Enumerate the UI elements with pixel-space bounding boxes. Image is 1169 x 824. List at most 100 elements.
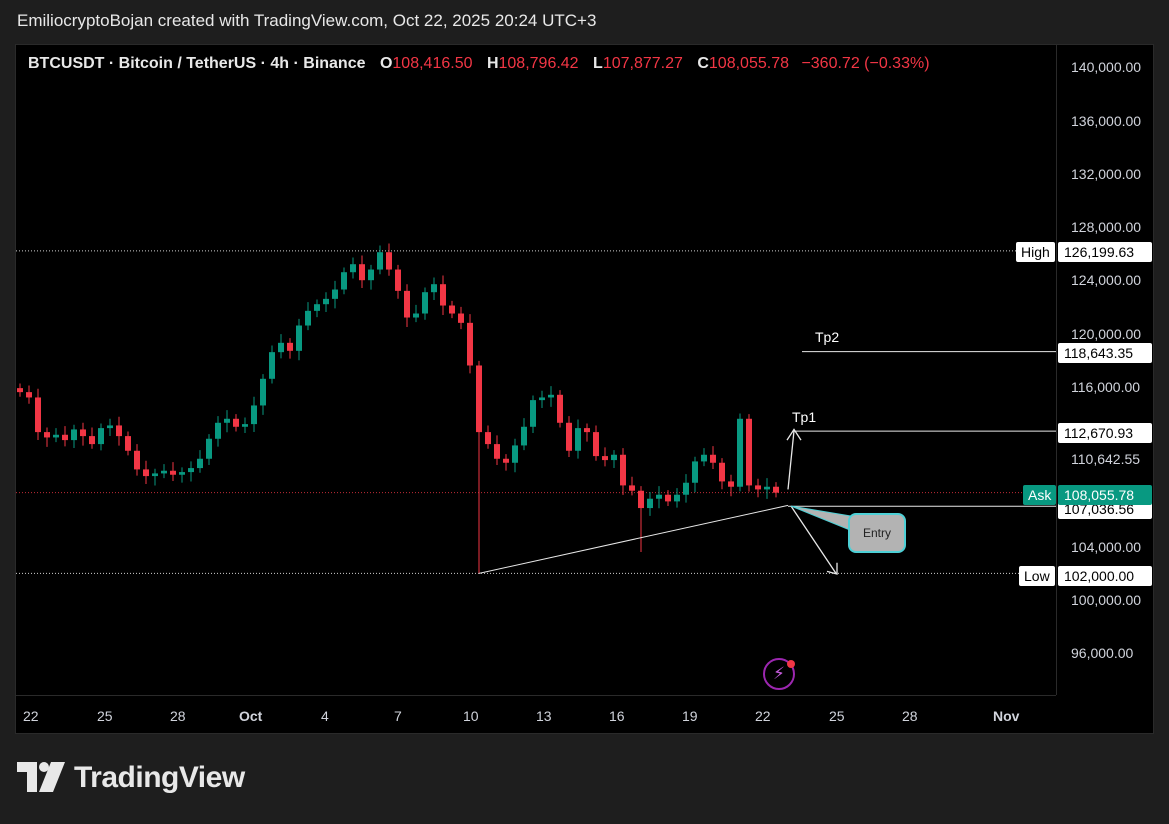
time-tick: 13: [536, 708, 552, 724]
candle-body: [458, 313, 464, 323]
candle-body: [161, 470, 167, 474]
candle-body: [341, 272, 347, 290]
candle-body: [278, 342, 284, 353]
candle-body: [656, 494, 662, 499]
candle-body: [692, 461, 698, 483]
time-tick: 25: [829, 708, 845, 724]
candle-body: [287, 342, 293, 351]
price-axis[interactable]: 140,000.00 136,000.00 132,000.00 128,000…: [1056, 45, 1153, 695]
time-tick: 22: [755, 708, 771, 724]
candle-body: [17, 388, 23, 393]
candle-body: [206, 438, 212, 459]
candle-body: [710, 454, 716, 463]
candle-body: [350, 264, 356, 273]
symbol-title: BTCUSDT · Bitcoin / TetherUS · 4h · Bina…: [28, 55, 366, 72]
candle-body: [404, 290, 410, 318]
time-tick: 4: [321, 708, 329, 724]
down-arrow-line: [790, 505, 837, 574]
candle-body: [494, 444, 500, 459]
candle-body: [152, 473, 158, 477]
candle-body: [584, 428, 590, 433]
candle-body: [242, 424, 248, 427]
price-tick: 124,000.00: [1071, 272, 1142, 288]
low-key: L: [593, 55, 603, 72]
candle-body: [188, 468, 194, 473]
candle-body: [251, 405, 257, 425]
tp1-price-tag: 112,670.93: [1058, 423, 1152, 443]
candle-body: [557, 394, 563, 423]
candle-body: [215, 422, 221, 439]
entry-callout[interactable]: Entry: [848, 513, 906, 553]
low-value: 107,877.27: [602, 55, 683, 72]
price-tick: 136,000.00: [1071, 113, 1142, 129]
candle-body: [647, 498, 653, 509]
candle-body: [449, 305, 455, 314]
candle-body: [170, 470, 176, 475]
candle-body: [422, 292, 428, 314]
candle-body: [125, 436, 131, 451]
candle-body: [71, 429, 77, 441]
time-tick: 22: [23, 708, 39, 724]
notification-dot: [787, 660, 795, 668]
candle-body: [602, 456, 608, 461]
price-tick: 120,000.00: [1071, 326, 1142, 342]
symbol-legend: BTCUSDT · Bitcoin / TetherUS · 4h · Bina…: [28, 55, 930, 73]
high-tag-label: High: [1016, 242, 1055, 262]
candle-body: [44, 432, 50, 438]
price-tick: 110,642.55: [1071, 451, 1141, 467]
candle-body: [296, 325, 302, 351]
candle-body: [764, 486, 770, 490]
candle-body: [179, 472, 185, 475]
candle-body: [467, 322, 473, 366]
time-tick: 28: [170, 708, 186, 724]
candle-body: [269, 352, 275, 379]
ask-tag-label: Ask: [1023, 485, 1057, 505]
close-key: C: [697, 55, 709, 72]
candle-body: [53, 434, 59, 438]
tp2-label: Tp2: [815, 329, 840, 345]
candle-body: [233, 418, 239, 427]
candle-body: [503, 458, 509, 463]
chart-frame[interactable]: BTCUSDT · Bitcoin / TetherUS · 4h · Bina…: [15, 44, 1154, 734]
candle-body: [548, 394, 554, 398]
candle-body: [575, 428, 581, 451]
price-chart[interactable]: [16, 45, 1154, 734]
candle-body: [224, 418, 230, 423]
tradingview-logo-icon: [17, 762, 65, 792]
candle-body: [314, 304, 320, 311]
candle-body: [80, 429, 86, 437]
candle-body: [773, 486, 779, 493]
price-tick: 96,000.00: [1071, 645, 1134, 661]
ask-price-tag: 108,055.78: [1058, 485, 1152, 505]
candle-body: [746, 418, 752, 486]
candle-body: [143, 469, 149, 477]
time-tick: 19: [682, 708, 698, 724]
candle-body: [755, 485, 761, 490]
price-tick: 100,000.00: [1071, 592, 1142, 608]
price-tick: 128,000.00: [1071, 219, 1142, 235]
candle-body: [566, 422, 572, 451]
high-price-tag: 126,199.63: [1058, 242, 1152, 262]
candle-body: [413, 313, 419, 318]
candle-body: [530, 400, 536, 427]
high-value: 108,796.42: [498, 55, 579, 72]
candle-body: [377, 252, 383, 270]
tp1-arrow-head: [786, 428, 802, 441]
lightning-icon[interactable]: ⚡: [763, 658, 795, 690]
price-tick: 140,000.00: [1071, 59, 1142, 75]
candle-body: [611, 454, 617, 461]
time-tick: 16: [609, 708, 625, 724]
candle-body: [629, 485, 635, 491]
candle-body: [359, 264, 365, 281]
candle-body: [539, 397, 545, 401]
candle-body: [323, 298, 329, 305]
candle-body: [638, 490, 644, 509]
candle-body: [368, 269, 374, 281]
candle-body: [440, 284, 446, 306]
candle-body: [728, 481, 734, 487]
time-axis[interactable]: 22 25 28 Oct 4 7 10 13 16 19 22 25 28 No…: [16, 695, 1056, 733]
candle-body: [719, 462, 725, 482]
time-tick: 28: [902, 708, 918, 724]
candle-body: [665, 494, 671, 502]
candle-body: [98, 428, 104, 445]
